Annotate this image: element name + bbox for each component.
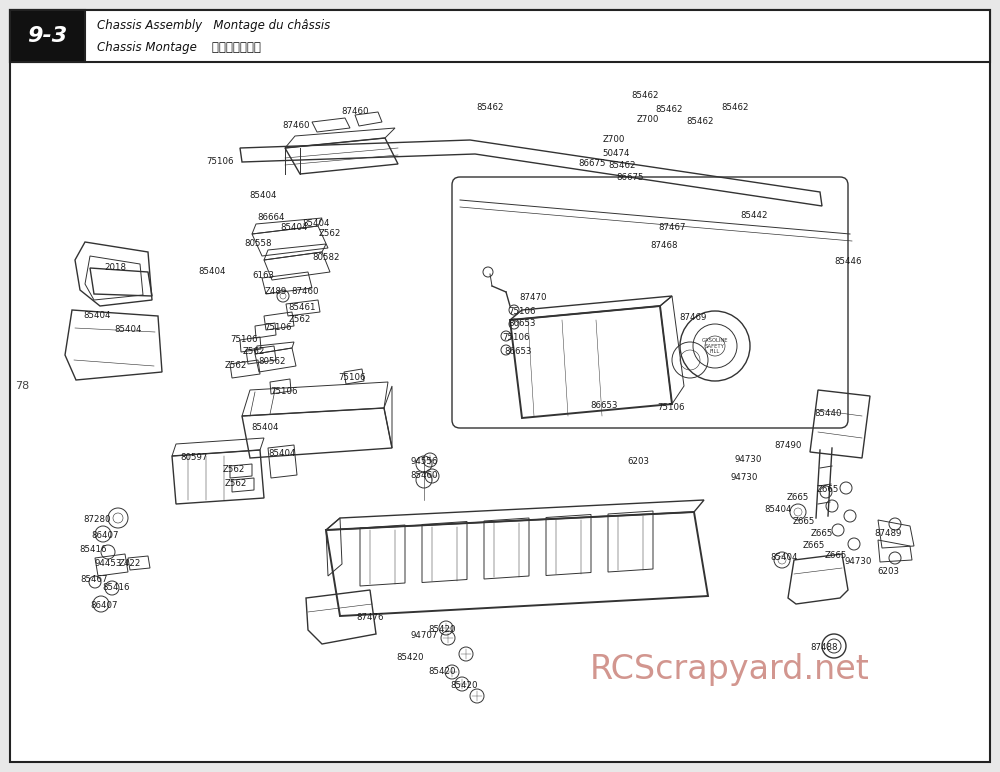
- Text: 2018: 2018: [104, 263, 126, 273]
- Text: 85404: 85404: [249, 191, 277, 201]
- Text: 80597: 80597: [180, 453, 208, 462]
- Text: 86653: 86653: [590, 401, 618, 411]
- Text: 87467: 87467: [658, 224, 686, 232]
- Text: 85462: 85462: [686, 117, 714, 127]
- Text: 87460: 87460: [282, 121, 310, 130]
- Text: 85462: 85462: [476, 103, 504, 113]
- Text: 94730: 94730: [730, 473, 758, 482]
- Text: 86407: 86407: [90, 601, 118, 611]
- Text: 87470: 87470: [519, 293, 547, 303]
- Text: 86653: 86653: [508, 320, 536, 329]
- Text: 85467: 85467: [80, 575, 108, 584]
- Text: Z665: Z665: [793, 517, 815, 527]
- Text: Z562: Z562: [243, 347, 265, 357]
- Text: 85404: 85404: [764, 506, 792, 514]
- Bar: [10, 10, 990, 62]
- Text: 85442: 85442: [740, 212, 768, 221]
- Text: Z665: Z665: [803, 541, 825, 550]
- Text: 78: 78: [15, 381, 29, 391]
- Text: 85404: 85404: [268, 449, 296, 459]
- Text: 87476: 87476: [356, 614, 384, 622]
- Text: Z562: Z562: [225, 479, 247, 489]
- Text: 75106: 75106: [502, 334, 530, 343]
- Text: 87488: 87488: [810, 644, 838, 652]
- Text: 87460: 87460: [341, 107, 369, 117]
- Text: 94707: 94707: [410, 631, 438, 641]
- Text: 85462: 85462: [608, 161, 636, 171]
- Text: 9-3: 9-3: [27, 26, 68, 46]
- Text: Z562: Z562: [289, 316, 311, 324]
- Text: 87280: 87280: [83, 516, 111, 524]
- Text: 85462: 85462: [721, 103, 749, 113]
- Text: 6163: 6163: [252, 272, 274, 280]
- Text: 94556: 94556: [410, 458, 438, 466]
- Text: 86675: 86675: [616, 174, 644, 182]
- Text: 75106: 75106: [230, 336, 258, 344]
- Text: 87468: 87468: [650, 242, 678, 250]
- Text: 80562: 80562: [258, 357, 286, 367]
- Text: 94730: 94730: [734, 455, 762, 465]
- Text: Z700: Z700: [637, 116, 659, 124]
- Text: 87489: 87489: [874, 530, 902, 539]
- Text: 80558: 80558: [244, 239, 272, 249]
- Text: 85404: 85404: [770, 554, 798, 563]
- Text: 85416: 85416: [102, 584, 130, 592]
- Text: 86675: 86675: [578, 160, 606, 168]
- Text: 85440: 85440: [814, 409, 842, 418]
- Text: Z700: Z700: [603, 136, 625, 144]
- Text: 85446: 85446: [834, 258, 862, 266]
- Text: GASOLINE
SAFETY
FILL: GASOLINE SAFETY FILL: [702, 337, 728, 354]
- Text: 86407: 86407: [91, 531, 119, 540]
- Text: 75106: 75106: [657, 404, 685, 412]
- Text: 6203: 6203: [627, 458, 649, 466]
- Text: Z422: Z422: [119, 560, 141, 568]
- Text: Z562: Z562: [223, 466, 245, 475]
- Text: Chassis Assembly   Montage du châssis: Chassis Assembly Montage du châssis: [97, 19, 330, 32]
- Text: 85420: 85420: [428, 668, 456, 676]
- Text: 86664: 86664: [257, 214, 285, 222]
- Text: 80582: 80582: [312, 253, 340, 262]
- Text: Z665: Z665: [787, 493, 809, 503]
- Bar: [10, 10, 85, 62]
- Text: Z665: Z665: [817, 486, 839, 495]
- Text: 85404: 85404: [251, 424, 279, 432]
- Text: 85462: 85462: [631, 92, 659, 100]
- Text: 87469: 87469: [679, 313, 707, 323]
- Text: Chassis Montage    シャーシ展開図: Chassis Montage シャーシ展開図: [97, 41, 261, 54]
- Text: Z562: Z562: [319, 229, 341, 239]
- Text: Z562: Z562: [225, 361, 247, 371]
- Text: 85404: 85404: [198, 268, 226, 276]
- Text: Z489: Z489: [265, 287, 287, 296]
- Text: 75106: 75106: [206, 157, 234, 167]
- Text: Z665: Z665: [825, 551, 847, 560]
- Text: 6203: 6203: [877, 567, 899, 577]
- Text: 85404: 85404: [114, 326, 142, 334]
- Text: 75106: 75106: [270, 388, 298, 397]
- Text: RCScrapyard.net: RCScrapyard.net: [590, 654, 870, 686]
- Text: 87490: 87490: [774, 442, 802, 451]
- Text: 85420: 85420: [428, 625, 456, 635]
- Text: 85404: 85404: [302, 219, 330, 229]
- Text: 87460: 87460: [291, 287, 319, 296]
- Text: 75106: 75106: [508, 307, 536, 317]
- Text: 85420: 85420: [450, 682, 478, 690]
- Text: 85420: 85420: [396, 654, 424, 662]
- Text: 75106: 75106: [338, 374, 366, 382]
- Text: 50474: 50474: [602, 150, 630, 158]
- Text: 85460: 85460: [410, 472, 438, 480]
- Text: 85404: 85404: [280, 224, 308, 232]
- Text: 85404: 85404: [83, 311, 111, 320]
- Text: 85462: 85462: [655, 106, 683, 114]
- Text: 75106: 75106: [264, 323, 292, 333]
- Text: Z665: Z665: [811, 530, 833, 539]
- Text: 85416: 85416: [79, 546, 107, 554]
- Text: 86653: 86653: [504, 347, 532, 357]
- Text: 94453: 94453: [94, 560, 122, 568]
- Text: 85461: 85461: [288, 303, 316, 313]
- Text: 94730: 94730: [844, 557, 872, 567]
